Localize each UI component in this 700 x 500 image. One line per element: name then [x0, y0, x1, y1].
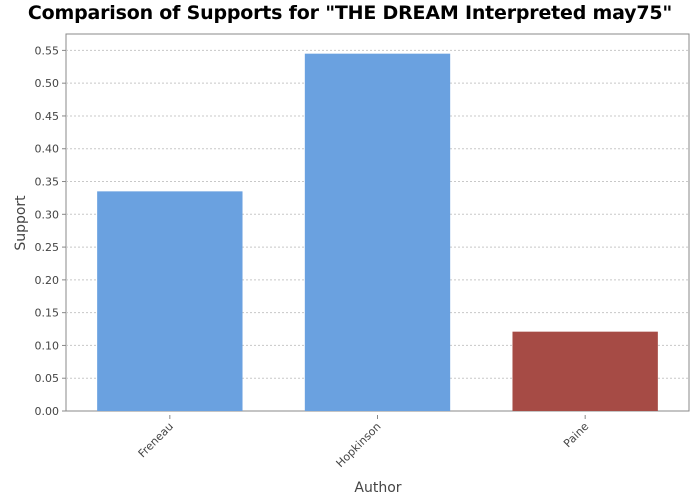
y-tick-label: 0.10 — [35, 339, 60, 352]
y-tick-label: 0.15 — [35, 307, 60, 320]
x-tick-label: Freneau — [136, 420, 176, 460]
y-tick-label: 0.55 — [35, 44, 60, 57]
x-tick-label: Hopkinson — [334, 420, 384, 470]
x-axis-ticks: Freneau Hopkinson Paine — [136, 415, 591, 470]
y-tick-label: 0.25 — [35, 241, 60, 254]
x-tick-label: Paine — [561, 420, 591, 450]
bar-paine — [512, 331, 658, 411]
chart-title: Comparison of Supports for "THE DREAM In… — [27, 2, 673, 24]
y-axis-title: Support — [13, 195, 29, 251]
y-tick-label: 0.40 — [35, 143, 60, 156]
y-tick-label: 0.45 — [35, 110, 60, 123]
y-axis-ticks: 0.00 0.05 0.10 0.15 0.20 0.25 0.30 0.35 0.40 0.45… — [35, 44, 66, 418]
x-axis-title: Author — [354, 480, 401, 496]
y-tick-label: 0.30 — [35, 208, 60, 221]
bar-hopkinson — [304, 53, 451, 412]
y-tick-label: 0.35 — [35, 176, 60, 189]
y-tick-label: 0.00 — [35, 405, 60, 418]
y-tick-label: 0.50 — [35, 77, 60, 90]
bar-freneau — [97, 191, 243, 411]
y-tick-label: 0.05 — [35, 372, 60, 385]
bars — [97, 53, 658, 412]
y-tick-label: 0.20 — [35, 274, 60, 287]
